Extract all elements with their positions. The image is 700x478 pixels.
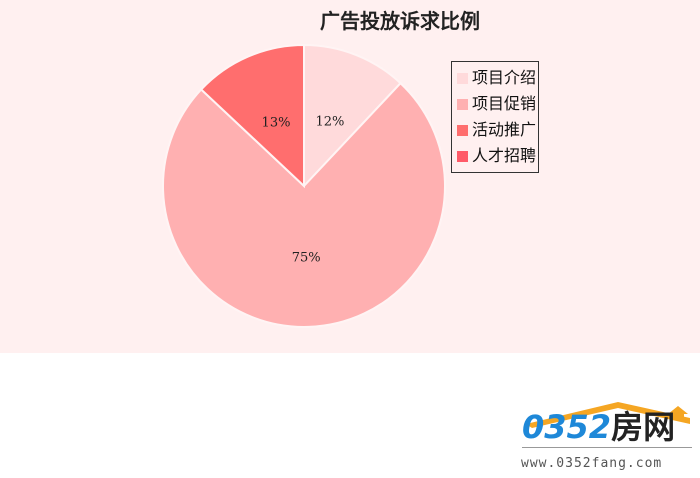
legend-label: 项目介绍: [472, 68, 537, 87]
watermark-brand: 0352房网: [522, 410, 675, 444]
legend-swatch: [457, 124, 468, 136]
legend-item: 项目介绍: [454, 65, 538, 91]
legend-label: 人才招聘: [472, 146, 537, 165]
legend-item: 人才招聘: [454, 143, 538, 169]
pie-slice-2: [199, 43, 305, 189]
legend-swatch: [457, 98, 468, 110]
divider: [522, 447, 692, 448]
legend-label: 活动推广: [472, 120, 537, 139]
watermark-url: www.0352fang.com: [521, 456, 663, 471]
pie-slice-0: [303, 43, 402, 189]
data-label: 75%: [292, 250, 321, 265]
chart-title: 广告投放诉求比例: [320, 9, 480, 33]
pie-slice-1: [162, 81, 446, 328]
legend-label: 项目促销: [472, 94, 537, 113]
pie-chart: 12% 75% 13%: [162, 43, 446, 328]
legend-item: 项目促销: [454, 91, 538, 117]
legend-swatch: [457, 72, 468, 84]
legend: 项目介绍项目促销活动推广人才招聘: [451, 61, 539, 173]
data-label: 12%: [315, 114, 344, 129]
brand-cn: 房网: [611, 410, 676, 444]
legend-item: 活动推广: [454, 117, 538, 143]
data-label: 13%: [262, 115, 291, 130]
brand-number: 0352: [522, 410, 612, 444]
watermark-logo: [518, 398, 694, 448]
legend-swatch: [457, 150, 468, 162]
house-roof-icon: [526, 402, 690, 428]
